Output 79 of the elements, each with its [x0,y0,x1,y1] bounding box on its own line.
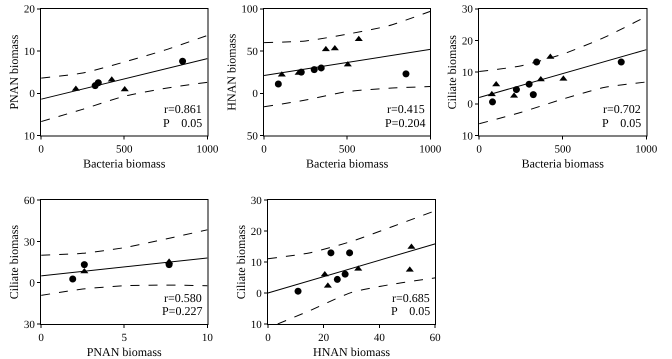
point [407,243,416,249]
y-tick-label: 0 [29,278,36,290]
point [108,76,116,82]
y-tick-label: 20 [462,35,474,48]
point [274,80,282,88]
annotation: r=0.702 [603,102,641,116]
point [346,249,354,256]
x-tick-label: 0 [38,144,44,156]
x-tick-label: 500 [338,144,356,156]
annotation: P 0.05 [163,116,202,130]
x-axis-title: Bacteria biomass [83,156,166,171]
point [179,58,186,65]
point [327,249,334,256]
point [402,70,410,78]
x-tick-label: 10 [202,332,214,344]
point [294,288,302,295]
x-tick-label: 0 [265,332,272,344]
annotation: r=0.861 [164,102,202,116]
x-tick-label: 500 [554,144,572,156]
x-tick-label: 1000 [635,144,658,156]
x-tick-label: 0 [476,144,482,156]
y-axis-title: HNAN biomass [224,33,239,111]
y-tick-label: 10 [462,67,474,80]
annotation: r=0.580 [164,291,202,305]
point [69,276,76,283]
x-tick-label: 60 [430,332,442,344]
point [342,270,349,278]
point [120,86,129,92]
y-tick-label: 60 [24,195,36,208]
point [80,261,88,268]
x-axis-title: HNAN biomass [313,345,390,359]
x-axis-title: Bacteria biomass [306,156,389,171]
annotation: P 0.05 [391,304,430,318]
y-tick-label: 20 [24,4,36,16]
y-tick-label: 0 [252,88,258,100]
y-tick-label: 30 [250,195,262,208]
x-tick-label: 1000 [419,144,442,156]
point [334,276,341,283]
y-tick-label: 0 [467,98,474,111]
point [618,58,625,66]
y-tick-label: 0 [29,88,36,100]
x-axis-title: PNAN biomass [86,345,162,359]
annotation: P=0.227 [162,304,202,318]
x-tick-label: 20 [318,332,330,344]
y-tick-label: 10 [462,130,474,142]
x-tick-label: 5 [121,332,128,344]
point [354,36,363,42]
point [559,75,568,81]
y-tick-label: 10 [250,318,262,331]
x-axis-title: Bacteria biomass [522,156,604,171]
y-axis-title: Ciliate biomass [7,224,22,300]
y-tick-label: 30 [24,318,36,331]
annotation: P 0.05 [602,116,642,130]
y-tick-label: 10 [24,46,36,58]
y-axis-title: Ciliate biomass [234,224,248,300]
point [324,282,332,288]
y-axis-title: PNAN biomass [7,34,22,110]
y-tick-label: 50 [246,130,258,142]
y-axis-title: Ciliate biomass [445,34,460,110]
x-tick-label: 40 [374,332,386,344]
y-tick-label: 50 [246,46,258,58]
point [530,91,537,98]
point [406,266,414,272]
point [510,92,518,98]
y-tick-label: 10 [250,256,262,269]
y-tick-label: 10 [24,130,36,142]
annotation: r=0.685 [392,291,430,305]
y-tick-label: 20 [250,226,262,238]
y-tick-label: 30 [24,236,36,248]
x-tick-label: 1000 [196,144,219,156]
x-tick-label: 500 [116,144,133,156]
x-tick-label: 0 [38,332,44,344]
y-tick-label: 100 [241,4,258,16]
point [322,46,330,52]
annotation: P=0.204 [385,116,426,130]
y-tick-label: 30 [462,4,474,16]
y-tick-label: 0 [256,288,262,300]
annotation: r=0.415 [387,102,425,116]
point [489,98,496,106]
